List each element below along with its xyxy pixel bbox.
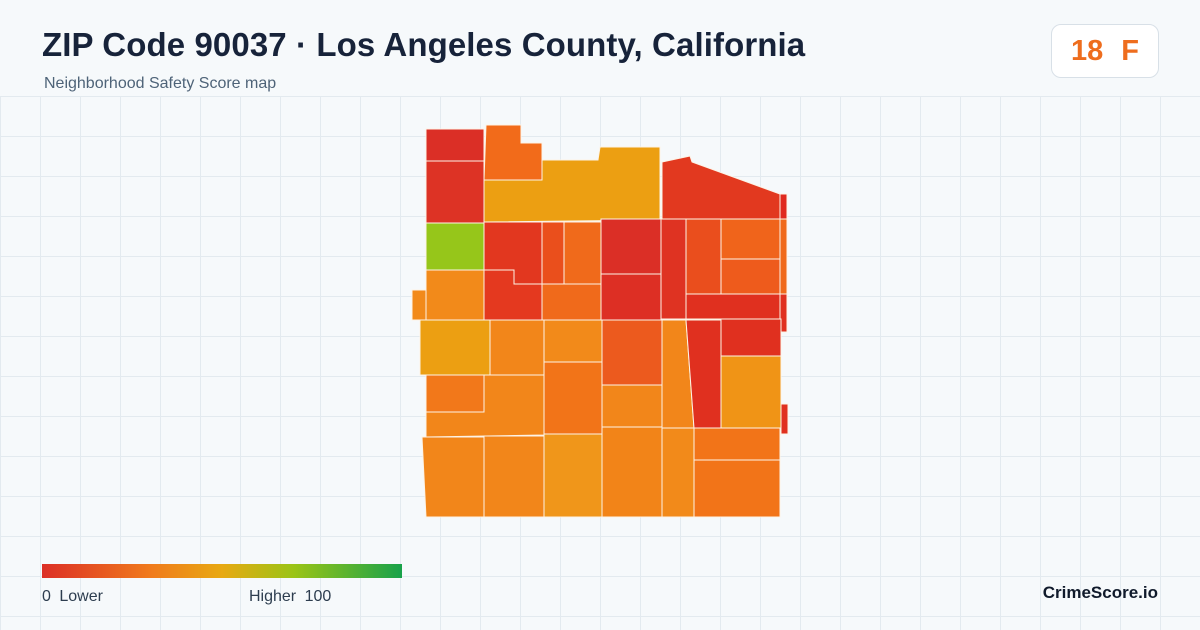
map-block[interactable] xyxy=(543,361,603,435)
legend-min: 0 Lower xyxy=(42,588,107,606)
map-block[interactable] xyxy=(543,433,603,518)
safety-grade-badge: 18 F xyxy=(1051,24,1159,78)
map-block[interactable] xyxy=(425,222,485,271)
map-block[interactable] xyxy=(489,319,545,376)
map-block[interactable] xyxy=(720,355,782,431)
safety-grade-letter: F xyxy=(1121,34,1139,67)
map-block[interactable] xyxy=(541,221,565,285)
page-title: ZIP Code 90037 · Los Angeles County, Cal… xyxy=(42,26,806,63)
map-block[interactable] xyxy=(661,155,781,220)
brand-name[interactable]: CrimeScore.io xyxy=(1042,583,1158,602)
map-block[interactable] xyxy=(720,258,781,295)
map-block[interactable] xyxy=(685,293,781,320)
map-block[interactable] xyxy=(563,221,602,285)
map-block[interactable] xyxy=(419,319,491,376)
legend-max-label: Higher xyxy=(249,588,297,605)
map-block[interactable] xyxy=(411,289,427,321)
map-block[interactable] xyxy=(780,403,789,435)
map-block[interactable] xyxy=(693,459,781,518)
map-block[interactable] xyxy=(661,427,695,518)
map-block[interactable] xyxy=(601,426,663,518)
map-block[interactable] xyxy=(483,124,543,181)
page-subtitle: Neighborhood Safety Score map xyxy=(44,75,277,92)
legend-max-value: 100 xyxy=(304,588,332,605)
map-block[interactable] xyxy=(779,193,788,220)
map-block[interactable] xyxy=(543,319,603,363)
map-block[interactable] xyxy=(425,269,485,321)
legend-max: Higher 100 xyxy=(249,588,335,606)
map-block[interactable] xyxy=(483,146,661,223)
header-band xyxy=(0,0,1200,96)
map-block[interactable] xyxy=(541,283,602,321)
map-block[interactable] xyxy=(660,218,687,320)
map-block[interactable] xyxy=(600,273,662,321)
map-block[interactable] xyxy=(421,436,485,518)
map-block[interactable] xyxy=(425,128,485,162)
map-block[interactable] xyxy=(779,293,788,333)
map-block[interactable] xyxy=(483,435,545,518)
map-block[interactable] xyxy=(601,384,663,428)
map-block[interactable] xyxy=(720,318,782,357)
safety-score: 18 xyxy=(1071,34,1104,67)
map-block[interactable] xyxy=(425,374,485,413)
map-block[interactable] xyxy=(425,160,485,224)
legend-min-value: 0 xyxy=(42,588,51,605)
legend-min-label: Lower xyxy=(59,588,103,605)
map-block[interactable] xyxy=(600,218,662,275)
legend-gradient-bar xyxy=(42,564,402,578)
map-block[interactable] xyxy=(685,218,722,295)
map-blocks[interactable] xyxy=(411,124,789,518)
map-block[interactable] xyxy=(601,319,663,386)
map-block[interactable] xyxy=(720,218,781,260)
map-block[interactable] xyxy=(779,218,788,295)
map-block[interactable] xyxy=(693,427,781,461)
